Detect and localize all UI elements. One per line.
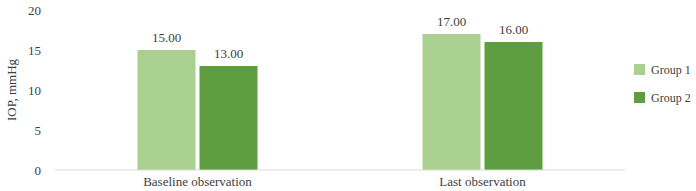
y-tick-label: 15 [28, 43, 41, 58]
data-label: 15.00 [152, 30, 181, 45]
bar [200, 66, 258, 170]
y-tick-label: 10 [28, 83, 41, 98]
y-tick-label: 0 [35, 163, 42, 178]
y-tick-label: 5 [35, 123, 42, 138]
data-label: 16.00 [499, 22, 528, 37]
x-axis-line [55, 170, 625, 171]
bar [423, 34, 481, 170]
x-tick-label: Last observation [439, 174, 526, 189]
bar [485, 42, 543, 170]
x-tick-label: Baseline observation [143, 174, 252, 189]
chart-container: IOP, mmHg 0 5 10 15 20 15.00 17.00 13.00 16.00 Bas… [0, 0, 696, 191]
y-axis-label: IOP, mmHg [4, 58, 19, 121]
data-label: 17.00 [437, 14, 466, 29]
legend-label: Group 1 [651, 63, 691, 77]
legend-swatch [634, 92, 645, 103]
bar [138, 50, 196, 170]
data-labels: 15.00 17.00 13.00 16.00 [152, 14, 528, 61]
data-label: 13.00 [214, 46, 243, 61]
legend: Group 1 Group 2 [634, 63, 691, 105]
y-tick-label: 20 [28, 3, 41, 18]
legend-label: Group 2 [651, 91, 691, 105]
legend-swatch [634, 64, 645, 75]
bars [138, 34, 543, 170]
chart-svg: IOP, mmHg 0 5 10 15 20 15.00 17.00 13.00 16.00 Bas… [0, 0, 696, 191]
